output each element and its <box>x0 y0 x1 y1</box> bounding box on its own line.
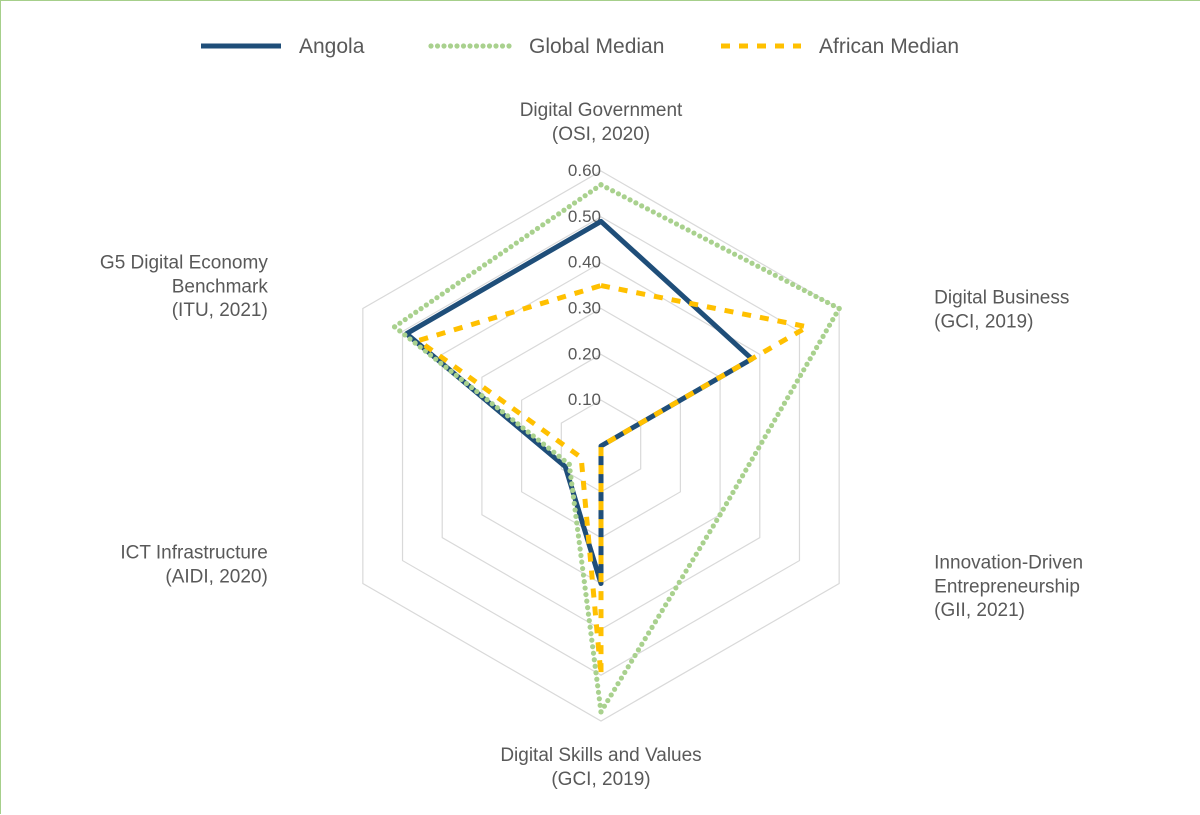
radar-chart-container: 0.100.200.300.400.500.60Digital Governme… <box>0 0 1200 814</box>
legend-label: African Median <box>819 35 959 58</box>
ring-label: 0.40 <box>568 253 601 272</box>
ring-label: 0.10 <box>568 390 601 409</box>
ring-label: 0.60 <box>568 161 601 180</box>
ring-label: 0.20 <box>568 344 601 363</box>
legend-label: Angola <box>299 35 365 58</box>
legend-label: Global Median <box>529 35 664 58</box>
ring-label: 0.30 <box>568 299 601 318</box>
radar-chart: 0.100.200.300.400.500.60Digital Governme… <box>1 1 1200 815</box>
